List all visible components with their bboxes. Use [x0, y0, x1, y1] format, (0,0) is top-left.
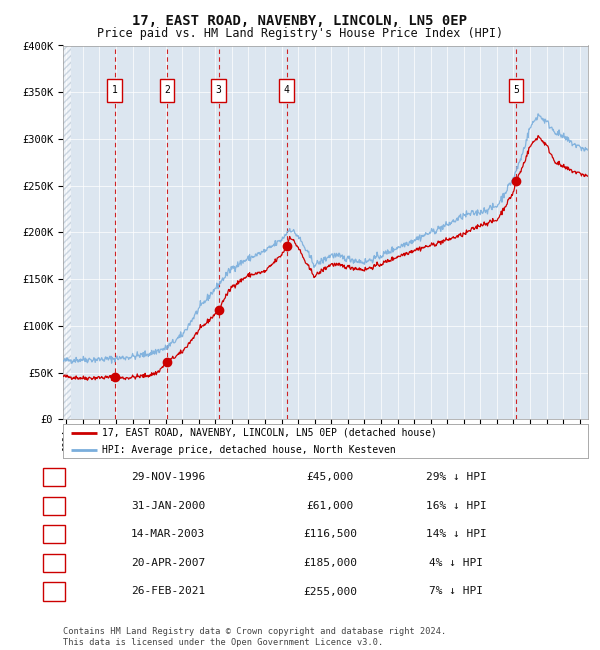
FancyBboxPatch shape	[211, 79, 226, 101]
Text: 29-NOV-1996: 29-NOV-1996	[131, 472, 205, 482]
FancyBboxPatch shape	[160, 79, 175, 101]
FancyBboxPatch shape	[509, 79, 523, 101]
Text: 14-MAR-2003: 14-MAR-2003	[131, 529, 205, 539]
Text: £185,000: £185,000	[303, 558, 357, 568]
Text: 4: 4	[50, 558, 58, 568]
Text: 26-FEB-2021: 26-FEB-2021	[131, 586, 205, 597]
Text: 4: 4	[284, 85, 290, 96]
Text: 3: 3	[50, 529, 58, 539]
Text: 7% ↓ HPI: 7% ↓ HPI	[429, 586, 483, 597]
Text: £116,500: £116,500	[303, 529, 357, 539]
FancyBboxPatch shape	[107, 79, 122, 101]
Text: Price paid vs. HM Land Registry's House Price Index (HPI): Price paid vs. HM Land Registry's House …	[97, 27, 503, 40]
Text: 3: 3	[216, 85, 221, 96]
FancyBboxPatch shape	[279, 79, 294, 101]
Text: £61,000: £61,000	[307, 500, 353, 511]
Text: 2: 2	[164, 85, 170, 96]
Text: 1: 1	[112, 85, 118, 96]
Text: 5: 5	[513, 85, 519, 96]
Text: 5: 5	[50, 586, 58, 597]
Text: 17, EAST ROAD, NAVENBY, LINCOLN, LN5 0EP: 17, EAST ROAD, NAVENBY, LINCOLN, LN5 0EP	[133, 14, 467, 29]
Text: 4% ↓ HPI: 4% ↓ HPI	[429, 558, 483, 568]
Text: 29% ↓ HPI: 29% ↓ HPI	[425, 472, 487, 482]
Text: £45,000: £45,000	[307, 472, 353, 482]
Text: £255,000: £255,000	[303, 586, 357, 597]
Text: 16% ↓ HPI: 16% ↓ HPI	[425, 500, 487, 511]
Text: 1: 1	[50, 472, 58, 482]
Text: Contains HM Land Registry data © Crown copyright and database right 2024.
This d: Contains HM Land Registry data © Crown c…	[63, 627, 446, 647]
Text: HPI: Average price, detached house, North Kesteven: HPI: Average price, detached house, Nort…	[103, 445, 396, 455]
Text: 2: 2	[50, 500, 58, 511]
Text: 31-JAN-2000: 31-JAN-2000	[131, 500, 205, 511]
Text: 20-APR-2007: 20-APR-2007	[131, 558, 205, 568]
Text: 14% ↓ HPI: 14% ↓ HPI	[425, 529, 487, 539]
Text: 17, EAST ROAD, NAVENBY, LINCOLN, LN5 0EP (detached house): 17, EAST ROAD, NAVENBY, LINCOLN, LN5 0EP…	[103, 428, 437, 438]
